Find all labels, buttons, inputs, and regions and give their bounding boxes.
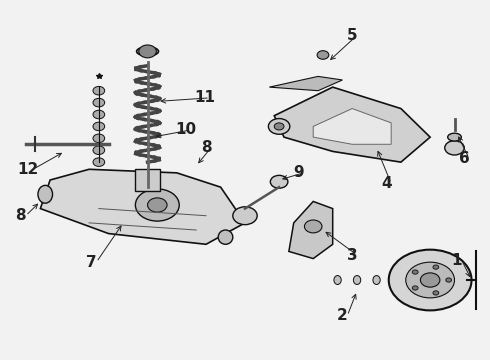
Circle shape (93, 122, 105, 131)
Circle shape (420, 273, 440, 287)
Ellipse shape (38, 185, 52, 203)
Text: 11: 11 (195, 90, 216, 105)
Circle shape (274, 123, 284, 130)
Text: 1: 1 (452, 253, 462, 268)
Ellipse shape (334, 275, 341, 284)
Circle shape (446, 278, 452, 282)
Text: 5: 5 (347, 28, 358, 43)
Circle shape (269, 118, 290, 134)
FancyBboxPatch shape (135, 169, 160, 191)
Circle shape (233, 207, 257, 225)
Polygon shape (40, 169, 245, 244)
Text: 9: 9 (294, 165, 304, 180)
Circle shape (304, 220, 322, 233)
Circle shape (412, 286, 418, 290)
Circle shape (135, 189, 179, 221)
Circle shape (93, 110, 105, 119)
Ellipse shape (353, 275, 361, 284)
Circle shape (389, 249, 471, 310)
Circle shape (93, 98, 105, 107)
Circle shape (406, 262, 455, 298)
Polygon shape (313, 109, 391, 144)
Text: 7: 7 (86, 255, 97, 270)
Circle shape (93, 134, 105, 143)
Circle shape (445, 141, 464, 155)
Ellipse shape (448, 133, 461, 141)
Circle shape (93, 158, 105, 166)
Polygon shape (289, 202, 333, 258)
Circle shape (139, 45, 156, 58)
Ellipse shape (137, 47, 159, 56)
Text: 10: 10 (175, 122, 196, 138)
Text: 8: 8 (16, 208, 26, 223)
Text: 4: 4 (381, 176, 392, 191)
Text: 8: 8 (201, 140, 211, 156)
Polygon shape (274, 87, 430, 162)
Text: 12: 12 (18, 162, 39, 177)
Circle shape (270, 175, 288, 188)
Circle shape (93, 86, 105, 95)
Circle shape (317, 51, 329, 59)
Circle shape (433, 291, 439, 295)
Circle shape (433, 265, 439, 269)
Circle shape (93, 146, 105, 154)
Ellipse shape (373, 275, 380, 284)
Text: 6: 6 (459, 151, 469, 166)
Polygon shape (270, 76, 343, 91)
Circle shape (412, 270, 418, 274)
Ellipse shape (218, 230, 233, 244)
Circle shape (147, 198, 167, 212)
Text: 2: 2 (337, 308, 348, 323)
Text: 3: 3 (347, 248, 358, 262)
